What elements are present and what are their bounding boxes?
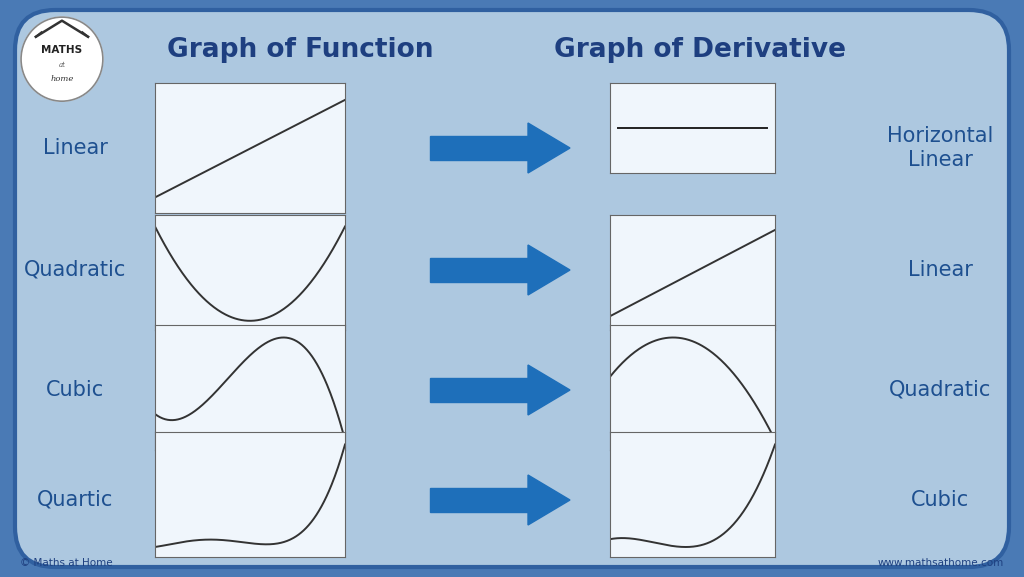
Text: © Maths at Home: © Maths at Home [20, 558, 113, 568]
Text: Horizontal
Linear: Horizontal Linear [887, 126, 993, 170]
Polygon shape [528, 123, 570, 173]
Text: www.mathsathome.com: www.mathsathome.com [878, 558, 1004, 568]
Text: Linear: Linear [43, 138, 108, 158]
Text: Cubic: Cubic [46, 380, 104, 400]
Circle shape [22, 17, 102, 101]
Text: Cubic: Cubic [911, 490, 969, 510]
Text: Quadratic: Quadratic [24, 260, 126, 280]
Text: Linear: Linear [907, 260, 973, 280]
Bar [430, 258, 528, 282]
Bar [430, 136, 528, 160]
Polygon shape [528, 475, 570, 525]
Text: Quartic: Quartic [37, 490, 114, 510]
Polygon shape [528, 245, 570, 295]
Polygon shape [528, 365, 570, 415]
Bar [430, 488, 528, 512]
Text: MATHS: MATHS [41, 45, 83, 55]
Text: at: at [58, 61, 66, 69]
Bar [430, 378, 528, 402]
Text: home: home [50, 75, 74, 83]
Text: Graph of Derivative: Graph of Derivative [554, 37, 846, 63]
FancyBboxPatch shape [15, 10, 1009, 567]
Text: Quadratic: Quadratic [889, 380, 991, 400]
Text: Graph of Function: Graph of Function [167, 37, 433, 63]
